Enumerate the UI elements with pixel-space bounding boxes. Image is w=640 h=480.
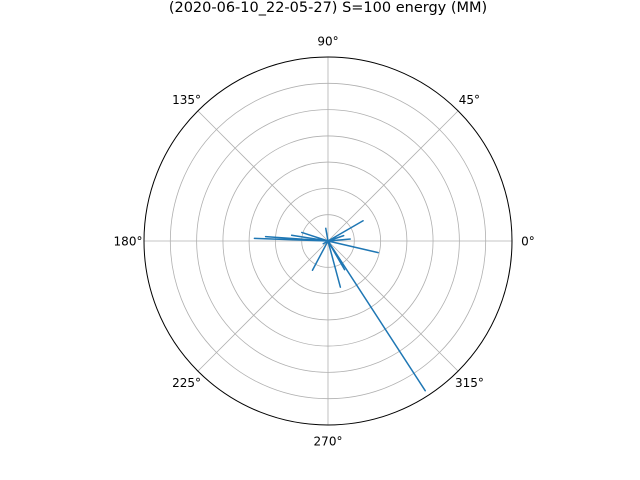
angle-tick-label: 180° [114,235,143,249]
angle-tick-label: 45° [459,93,480,107]
angular-gridline [197,240,329,372]
angle-tick-labels: 0° 45° 90° 135° 180° 225° 270° 315° [114,35,535,449]
angle-tick-label: 0° [521,235,535,249]
angle-tick-label: 135° [172,93,201,107]
series-line [253,220,426,392]
chart-title: (2020-06-10_22-05-27) S=100 energy (MM) [169,0,487,16]
angle-tick-label: 90° [317,35,338,49]
angular-gridline [327,240,459,372]
series-lines [253,220,426,392]
angle-tick-label: 270° [314,435,343,449]
angle-tick-label: 225° [172,376,201,390]
angular-grid [144,57,512,425]
angle-tick-label: 315° [455,376,484,390]
angular-gridline [327,110,459,242]
polar-frame [143,56,513,426]
angular-gridline [197,110,329,242]
